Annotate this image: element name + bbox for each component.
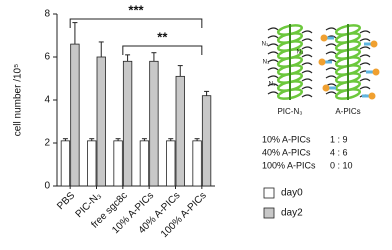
side-chain [325,91,337,95]
ratio-name: 40% A-PICs [262,147,311,157]
side-chain [301,38,313,42]
side-chain [267,35,279,39]
side-chain [301,70,313,74]
significance-bracket [69,18,203,28]
side-chain [267,27,279,31]
side-chain [359,46,371,50]
bar [60,140,71,187]
aptamer-bead [368,92,376,100]
side-chain [325,51,337,55]
side-chain [301,86,313,90]
side-chain [301,46,313,50]
side-chain [325,67,337,71]
azide-label: N₃ [269,82,276,88]
azide-label: N₃ [297,50,304,56]
side-chain [359,54,371,58]
side-chain [301,54,313,58]
bar [192,140,202,187]
side-chain [359,38,371,42]
side-chain [301,62,313,66]
bar [201,95,212,187]
side-chain [267,75,279,79]
side-chain [267,51,279,55]
azide-label: N₃ [263,60,270,66]
side-chain [267,43,279,47]
y-tick-label: 0 [44,181,50,192]
side-chain [301,78,313,82]
legend-swatch [263,187,275,199]
bar [96,56,106,187]
y-tick-label: 2 [44,138,50,149]
side-chain [325,75,337,79]
diagram-label: A-PICs [335,107,360,116]
helix-illustration [267,24,313,100]
bar [149,60,159,187]
side-chain [325,43,337,47]
bar [122,60,133,187]
ratio-value: 0 : 10 [330,160,353,170]
helix-illustration [318,24,380,100]
ratio-name: 10% A-PICs [262,134,311,144]
side-chain [359,30,371,34]
bar [113,140,123,187]
y-axis-label: cell number /10⁵ [13,64,24,137]
y-tick-label: 4 [44,95,50,106]
bar [87,140,97,187]
legend-label: day0 [281,188,303,199]
significance-label: ** [157,29,168,44]
side-chain [359,86,371,90]
aptamer-bead [370,40,378,48]
significance-bracket [122,45,203,55]
ratio-name: 100% A-PICs [262,160,316,170]
side-chain [267,67,279,71]
aptamer-bead [372,68,380,76]
side-chain [359,62,371,66]
bar [175,75,185,187]
side-chain [267,83,279,87]
y-tick-label: 6 [44,52,50,63]
bar [139,140,150,187]
bar [70,43,80,187]
legend-swatch [263,207,275,219]
ratio-value: 1 : 9 [330,134,348,144]
ratio-value: 4 : 6 [330,147,348,157]
side-chain [301,30,313,34]
diagram-label: PIC-N₃ [277,107,302,116]
aptamer-bead [322,84,330,92]
side-chain [359,78,371,82]
side-chain [267,59,279,63]
bar [166,140,176,187]
side-chain [301,94,313,98]
x-tick-label: PBS [55,190,77,212]
significance-label: *** [128,2,144,17]
side-chain [267,91,279,95]
legend-label: day2 [281,208,303,219]
aptamer-bead [318,58,326,66]
y-tick-label: 8 [44,9,50,20]
azide-label: N₃ [262,42,269,48]
side-chain [325,27,337,31]
aptamer-bead [320,34,328,42]
